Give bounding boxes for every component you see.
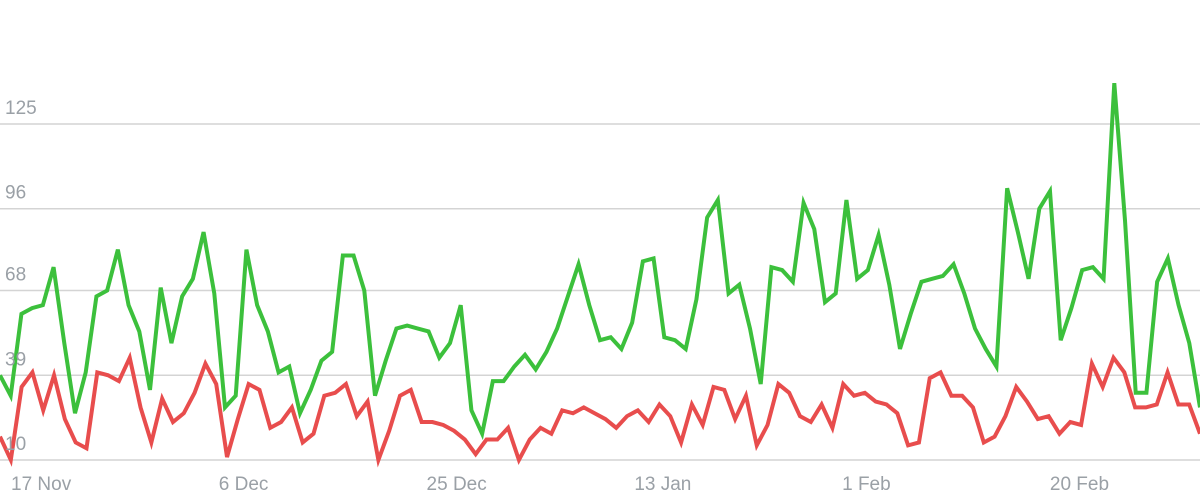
series-lines — [0, 82, 1200, 468]
y-tick-label: 68 — [5, 265, 26, 286]
series-line-1 — [0, 82, 1200, 441]
grid-lines — [0, 123, 1200, 461]
x-tick-label: 13 Jan — [634, 474, 691, 495]
x-axis-tick-labels: 17 Nov 6 Dec 25 Dec 13 Jan 1 Feb 20 Feb — [11, 474, 1109, 495]
x-tick-label: 6 Dec — [219, 474, 269, 495]
y-tick-label: 10 — [5, 434, 26, 455]
x-tick-label: 1 Feb — [842, 474, 891, 495]
y-tick-label: 125 — [5, 98, 37, 119]
series-line-2 — [0, 351, 1200, 468]
x-tick-label: 25 Dec — [427, 474, 487, 495]
y-tick-label: 96 — [5, 183, 26, 204]
x-tick-label: 17 Nov — [11, 474, 72, 495]
y-axis-tick-labels: 10 39 68 96 125 — [5, 98, 37, 455]
x-tick-label: 20 Feb — [1050, 474, 1109, 495]
y-tick-label: 39 — [5, 349, 26, 370]
